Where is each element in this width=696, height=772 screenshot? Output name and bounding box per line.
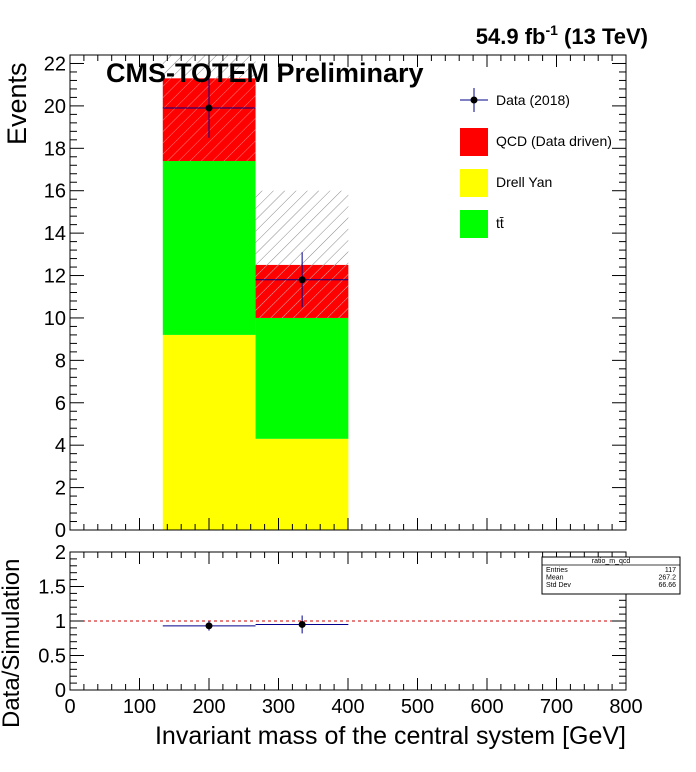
legend-label-drell_yan: Drell Yan: [496, 174, 552, 190]
main-y-tick-label: 20: [44, 96, 66, 118]
ratio-x-tick-label: 200: [192, 696, 225, 718]
data-point-0: [205, 104, 213, 112]
stats-row-value: 267.2: [658, 575, 676, 582]
ratio-y-tick-label: 0.5: [38, 646, 66, 668]
ratio-y-tick-label: 0: [55, 680, 66, 702]
lumi-energy: (13 TeV): [558, 24, 648, 49]
experiment-label: CMS-TOTEM Preliminary: [106, 58, 424, 88]
bar-ttbar-0: [162, 161, 256, 335]
legend-label-data_marker: Data (2018): [496, 92, 570, 108]
ratio-panel: 0 0.5 1 1.5 2 0 100 200 300 400 500 600 700 800 Data…: [0, 537, 696, 772]
ratio-x-tick-label: 800: [609, 696, 642, 718]
stats-row-label: Entries: [546, 567, 568, 574]
ratio-y-axis-title: Data/Simulation: [0, 559, 25, 728]
stats-box-rows: Entries 117 Mean 267.2 Std Dev 66.66: [546, 567, 676, 589]
main-y-tick-label: 8: [55, 350, 66, 372]
stats-row-value: 66.66: [658, 582, 676, 589]
main-y-tick-label: 2: [55, 478, 66, 500]
main-y-axis-title: Events: [2, 62, 32, 145]
lumi-exponent: -1: [545, 22, 558, 38]
ratio-x-tick-labels: 0 100 200 300 400 500 600 700 800: [64, 696, 642, 718]
ratio-x-tick-label: 700: [540, 696, 573, 718]
ratio-x-tick-label: 500: [401, 696, 434, 718]
main-y-tick-label: 18: [44, 138, 66, 160]
ratio-y-tick-label: 2: [55, 542, 66, 564]
ratio-y-tick-labels: 0 0.5 1 1.5 2: [38, 542, 66, 702]
main-axis-ticks: [69, 54, 627, 531]
main-y-tick-labels: 0 2 4 6 8 10 12 14 16 18 20 22: [44, 53, 66, 542]
data-points: [162, 78, 349, 308]
lumi-value: 54.9 fb: [476, 24, 546, 49]
main-y-tick-label: 12: [44, 266, 66, 288]
legend-swatch-qcd: [460, 128, 488, 156]
main-y-tick-label: 4: [55, 435, 66, 457]
stats-box-title: ratio_m_qcd: [592, 558, 631, 565]
data-point-1: [298, 276, 306, 284]
x-axis-title: Invariant mass of the central system [Ge…: [155, 722, 626, 750]
main-y-tick-label: 10: [44, 308, 66, 330]
legend-marker-dot: [470, 96, 478, 104]
stats-row-value: 117: [665, 567, 676, 574]
ratio-x-tick-label: 400: [331, 696, 364, 718]
luminosity-label: 54.9 fb-1 (13 TeV): [476, 22, 648, 49]
ratio-y-tick-label: 1.5: [38, 577, 66, 599]
stats-row-label: Mean: [546, 575, 564, 582]
ratio-x-tick-label: 300: [262, 696, 295, 718]
legend-label-qcd: QCD (Data driven): [496, 133, 612, 149]
ratio-x-tick-label: 600: [470, 696, 503, 718]
stats-box-frame: [541, 556, 681, 595]
ratio-points: [162, 615, 349, 634]
stats-row-label: Std Dev: [546, 582, 571, 589]
legend-swatch-drell_yan: [460, 169, 488, 197]
legend: Data (2018) QCD (Data driven) Drell Yan tt̄: [460, 88, 612, 238]
main-y-tick-label: 22: [44, 53, 66, 75]
main-y-tick-label: 0: [55, 520, 66, 542]
ratio-x-tick-label: 100: [123, 696, 156, 718]
ratio-x-tick-label: 0: [64, 696, 75, 718]
legend-swatch-ttbar: [460, 210, 488, 238]
ratio-point-1: [298, 620, 306, 628]
bar-ttbar-1: [255, 317, 349, 439]
bar-drell_yan-1: [255, 438, 349, 530]
main-y-tick-label: 14: [44, 223, 66, 245]
ratio-point-0: [205, 622, 213, 630]
legend-label-ttbar: tt̄: [496, 215, 504, 231]
main-y-tick-label: 16: [44, 181, 66, 203]
ratio-y-tick-label: 1: [55, 611, 66, 633]
main-y-tick-label: 6: [55, 393, 66, 415]
stats-box: ratio_m_qcd Entries 117 Mean 267.2 Std Dev 66…: [541, 556, 681, 595]
bar-drell_yan-0: [162, 334, 256, 530]
